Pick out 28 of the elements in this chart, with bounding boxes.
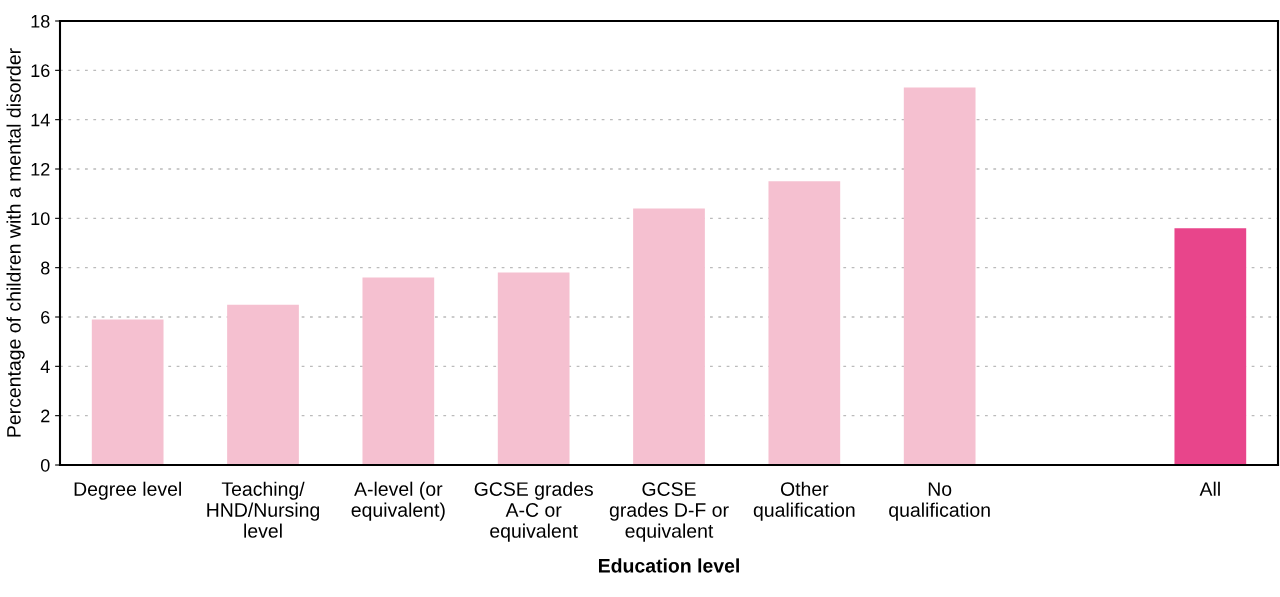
bar: [227, 304, 299, 465]
y-tick-label: 0: [40, 458, 50, 472]
bar: [768, 181, 841, 465]
x-tick-label: GCSE grades D-F or equivalent: [609, 482, 729, 542]
y-tick-label: 12: [31, 162, 50, 176]
x-tick-label: A-level (or equivalent): [351, 481, 445, 521]
x-tick-label: Other qualification: [753, 481, 855, 521]
bar: [903, 87, 976, 465]
bar: [497, 272, 570, 465]
x-tick-label: Teaching/ HND/Nursing level: [207, 481, 320, 538]
y-tick-label: 16: [31, 64, 50, 78]
bar: [362, 277, 435, 465]
y-tick-label: 4: [40, 360, 50, 373]
bar: [91, 319, 164, 465]
x-tick-label: Degree level: [74, 481, 181, 500]
y-axis-title: Percentage of children with a mental disorder: [6, 48, 25, 437]
x-tick-label: GCSE grades A-C or equivalent: [474, 481, 593, 542]
x-axis-title: Education level: [598, 558, 739, 573]
y-tick-label: 8: [41, 261, 50, 275]
x-tick-label: All: [1199, 481, 1220, 496]
y-tick-label: 6: [41, 310, 50, 324]
x-tick-label: No qualification: [889, 482, 990, 521]
y-tick-label: 10: [31, 212, 50, 226]
y-tick-label: 18: [31, 14, 50, 28]
y-tick-label: 2: [41, 409, 50, 423]
bar: [633, 208, 705, 465]
bar: [1174, 228, 1247, 465]
y-tick-label: 14: [31, 113, 50, 127]
